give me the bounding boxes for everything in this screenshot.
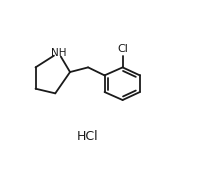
- Text: HCl: HCl: [77, 130, 98, 143]
- Text: Cl: Cl: [117, 44, 128, 54]
- Text: NH: NH: [51, 48, 66, 58]
